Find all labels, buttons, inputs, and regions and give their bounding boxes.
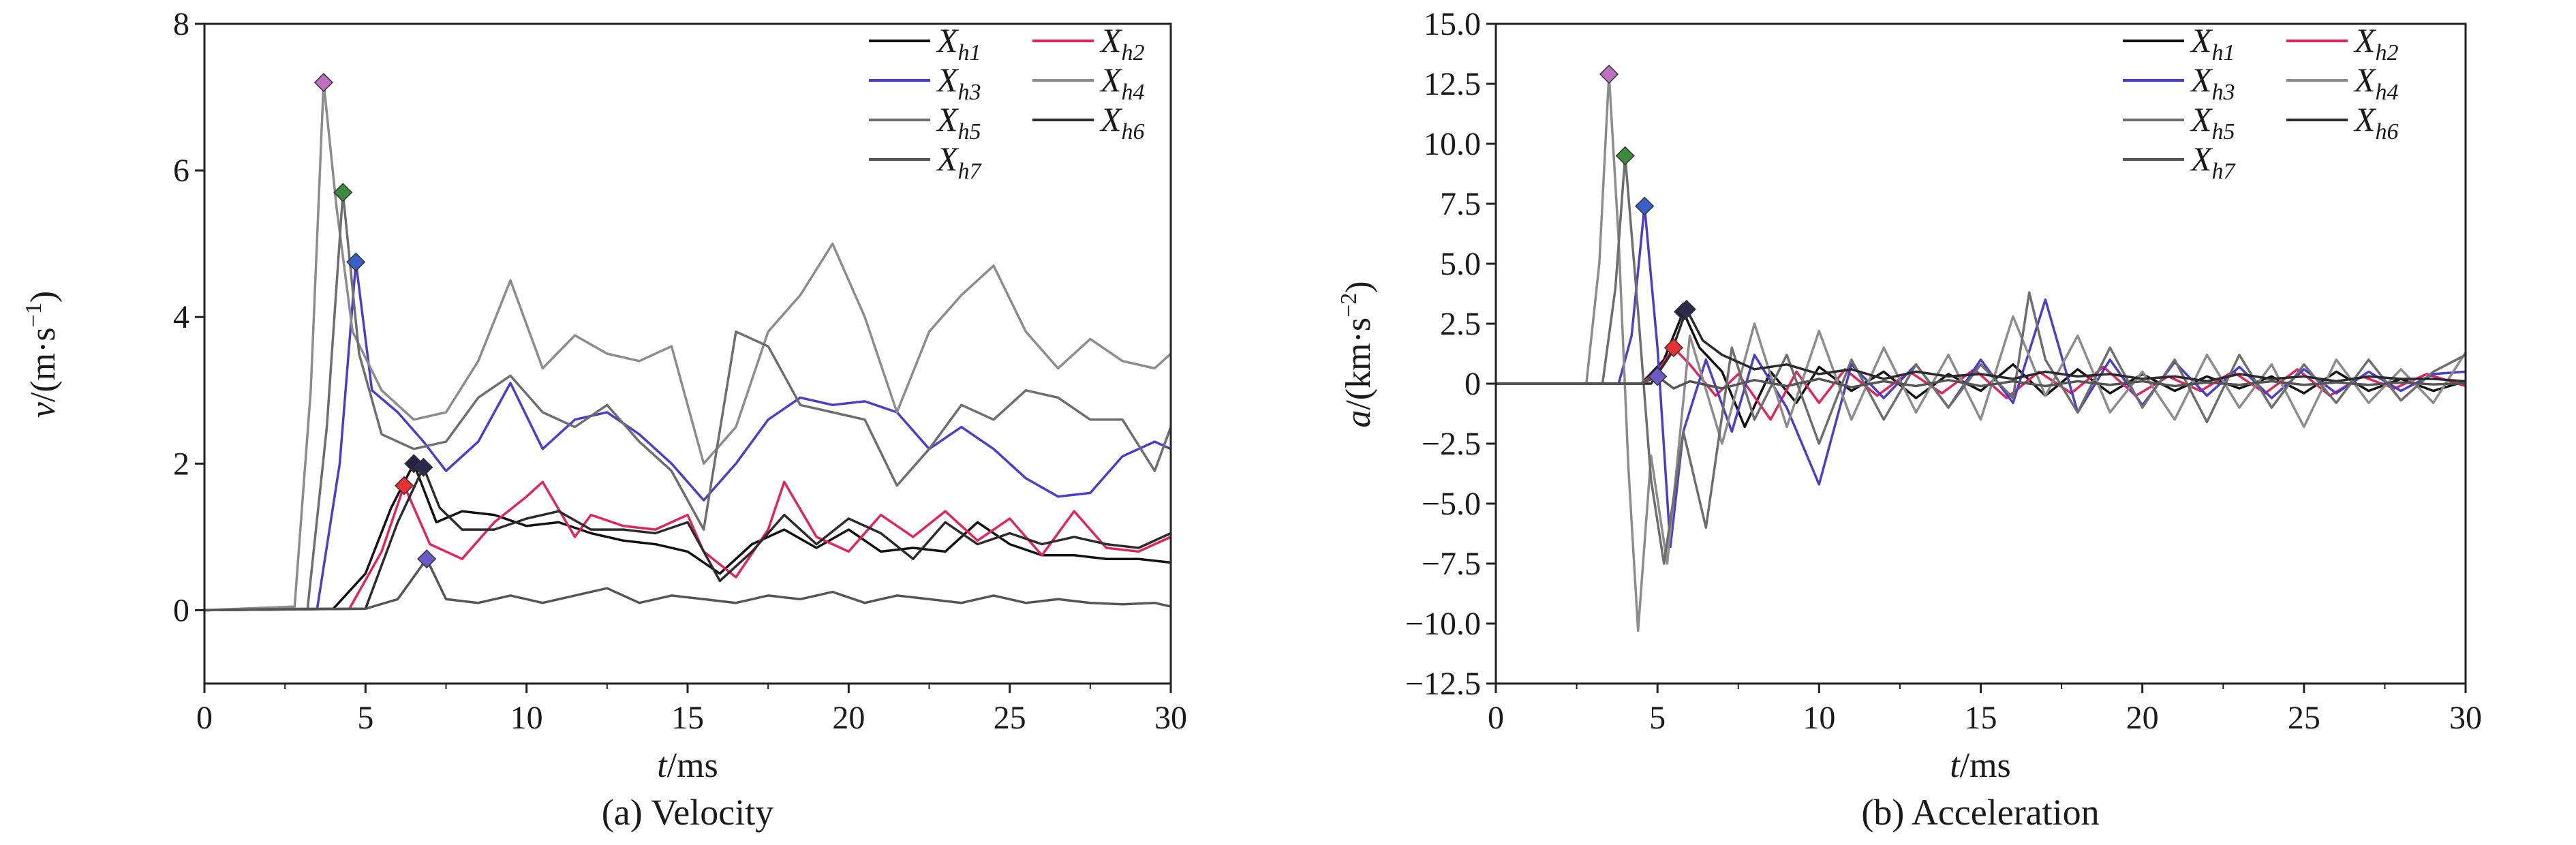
acceleration-caption: (b) Acceleration (1861, 792, 2099, 833)
peak-marker-xh4 (1599, 64, 1619, 84)
x-tick-label: 20 (832, 700, 865, 736)
acceleration-legend: Xh1 Xh2 Xh3 Xh4 Xh5 Xh6 Xh7 (2123, 21, 2399, 184)
series-line-xh2 (204, 480, 1171, 612)
x-tick-label: 0 (1488, 700, 1504, 736)
legend-label-h1: Xh1 (936, 21, 981, 65)
y-tick-label: 4 (173, 299, 189, 335)
x-tick-label: 5 (1649, 700, 1666, 736)
series-line-xh5 (1496, 154, 2466, 565)
x-tick-label: 25 (2288, 700, 2320, 736)
velocity-y-axis-label: v/(m·s−1) (21, 291, 63, 418)
legend-label-h3: Xh3 (2190, 61, 2235, 105)
series-line-xh6 (204, 465, 1171, 612)
velocity-caption: (a) Velocity (602, 792, 773, 833)
y-tick-label: 6 (173, 153, 189, 189)
legend-label-h1: Xh1 (2190, 21, 2235, 65)
series-line-xh1 (1496, 310, 2466, 429)
x-tick-label: 5 (357, 700, 373, 736)
series-line-xh6 (1496, 308, 2466, 385)
legend-label-h2: Xh2 (2353, 21, 2399, 65)
velocity-panel: 0 5 10 15 20 25 30 0 2 4 6 8 t/ms v/(m·s−1) (a) Vel… (21, 6, 1187, 833)
peak-marker-xh3 (346, 252, 366, 272)
peak-marker-xh7 (1648, 367, 1668, 386)
acceleration-axis-ticks: 0 5 10 15 20 25 30 −12.5 −10.0 −7.5 −5.0 −2.5 0 2.5 5.… (1405, 6, 2482, 736)
legend-label-h4: Xh4 (1099, 61, 1145, 105)
y-tick-label: 7.5 (1440, 186, 1481, 222)
y-tick-label: 0 (173, 592, 189, 628)
peak-marker-xh3 (1635, 196, 1655, 216)
legend-label-h5: Xh5 (936, 100, 981, 144)
y-tick-label: −2.5 (1422, 426, 1481, 462)
legend-label-h2: Xh2 (1099, 21, 1145, 65)
acceleration-y-axis-label: a/(km·s−2) (1336, 281, 1378, 427)
velocity-legend: Xh1 Xh2 Xh3 Xh4 Xh5 Xh6 Xh7 (869, 21, 1145, 184)
series-line-xh3 (204, 260, 1171, 612)
x-tick-label: 10 (510, 700, 543, 736)
peak-marker-xh5 (1615, 146, 1635, 166)
y-tick-label: −10.0 (1405, 606, 1481, 642)
legend-label-h6: Xh6 (2353, 100, 2399, 144)
x-tick-label: 30 (1154, 700, 1187, 736)
y-tick-label: 2.5 (1440, 306, 1481, 342)
peak-marker-xh4 (313, 72, 333, 93)
velocity-axis-ticks: 0 5 10 15 20 25 30 0 2 4 6 8 (173, 6, 1187, 736)
x-tick-label: 30 (2449, 700, 2482, 736)
peak-marker-xh6 (1676, 299, 1696, 319)
acceleration-plot-area (1496, 64, 2467, 632)
y-tick-label: 8 (173, 6, 189, 42)
series-line-xh7 (204, 557, 1171, 612)
y-tick-label: −7.5 (1422, 546, 1481, 582)
velocity-plot-area (204, 72, 1172, 612)
velocity-x-axis-label: t/ms (657, 746, 718, 785)
legend-label-h4: Xh4 (2353, 61, 2399, 105)
x-tick-label: 20 (2126, 700, 2159, 736)
legend-label-h7: Xh7 (2190, 140, 2237, 184)
peak-marker-xh6 (414, 457, 433, 477)
series-line-xh1 (204, 462, 1171, 612)
legend-label-h5: Xh5 (2190, 100, 2235, 144)
y-tick-label: 12.5 (1424, 66, 1481, 102)
y-tick-label: 5.0 (1440, 246, 1481, 282)
y-tick-label: 0 (1465, 366, 1481, 402)
y-tick-label: −5.0 (1422, 486, 1481, 522)
legend-label-h6: Xh6 (1099, 100, 1145, 144)
series-line-xh5 (204, 191, 1172, 612)
y-tick-label: 10.0 (1424, 126, 1481, 162)
acceleration-panel: 0 5 10 15 20 25 30 −12.5 −10.0 −7.5 −5.0 −2.5 0 2.5 5.… (1336, 6, 2482, 833)
peak-marker-xh7 (417, 549, 437, 569)
peak-marker-xh5 (333, 183, 353, 202)
x-tick-label: 15 (671, 700, 704, 736)
y-tick-label: 2 (173, 446, 189, 482)
legend-label-h3: Xh3 (936, 61, 981, 105)
acceleration-x-axis-label: t/ms (1950, 746, 2011, 785)
series-line-xh7 (1496, 375, 2466, 390)
x-tick-label: 0 (196, 700, 213, 736)
legend-label-h7: Xh7 (936, 140, 983, 184)
y-tick-label: −12.5 (1405, 666, 1481, 702)
x-tick-label: 15 (1965, 700, 1997, 736)
peak-marker-xh2 (394, 476, 414, 495)
x-tick-label: 10 (1803, 700, 1835, 736)
peak-marker-xh2 (1663, 338, 1683, 358)
x-tick-label: 25 (994, 700, 1026, 736)
y-tick-label: 15.0 (1424, 6, 1481, 42)
